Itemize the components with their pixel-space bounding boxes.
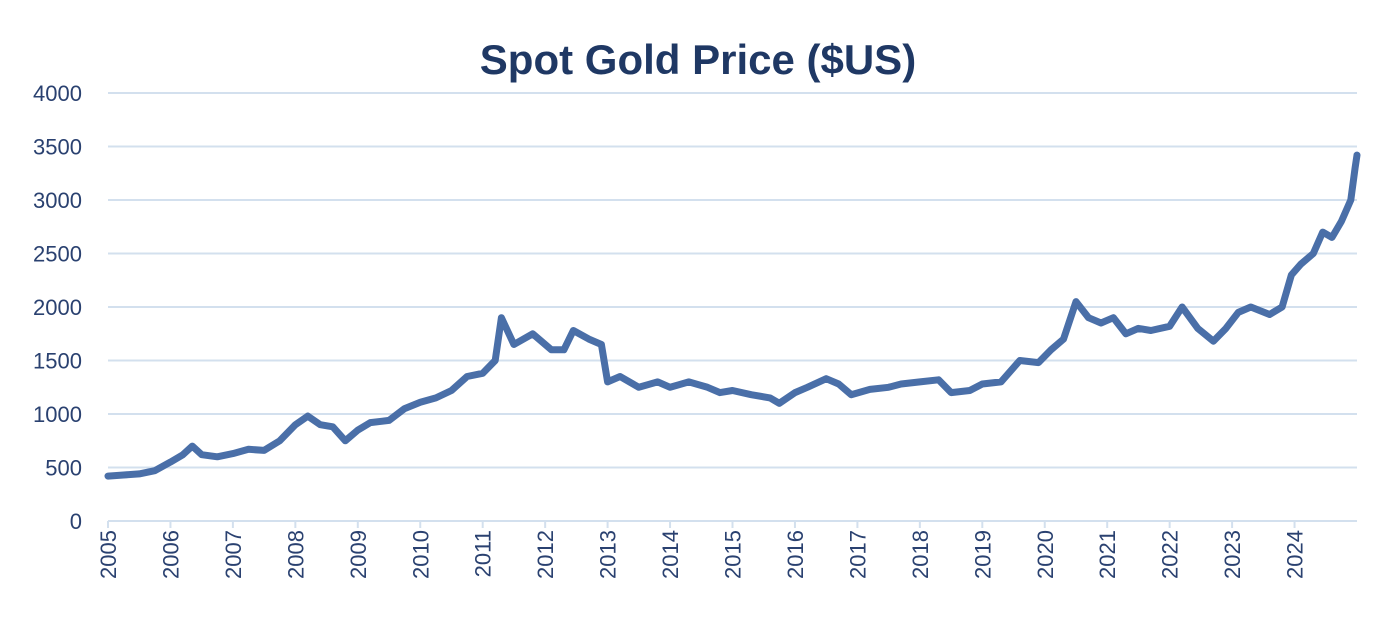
y-tick-label: 2000 xyxy=(33,295,82,320)
y-tick-label: 2500 xyxy=(33,242,82,267)
x-tick-label: 2022 xyxy=(1158,530,1183,579)
x-tick-label: 2023 xyxy=(1220,530,1245,579)
x-tick-label: 2024 xyxy=(1283,530,1308,579)
x-tick-label: 2014 xyxy=(658,530,683,579)
x-tick-label: 2006 xyxy=(158,530,183,579)
chart-title: Spot Gold Price ($US) xyxy=(480,36,916,83)
x-tick-label: 2020 xyxy=(1033,530,1058,579)
x-tick-label: 2005 xyxy=(96,530,121,579)
line-series xyxy=(104,151,1361,480)
x-tick-label: 2010 xyxy=(408,530,433,579)
x-tick-label: 2018 xyxy=(908,530,933,579)
x-tick-label: 2015 xyxy=(721,530,746,579)
x-tick-label: 2016 xyxy=(783,530,808,579)
x-tick-label: 2017 xyxy=(845,530,870,579)
y-tick-label: 3500 xyxy=(33,135,82,160)
y-tick-label: 1500 xyxy=(33,349,82,374)
x-tick-label: 2021 xyxy=(1095,530,1120,579)
x-tick-label: 2011 xyxy=(471,530,496,577)
y-tick-label: 0 xyxy=(70,509,82,534)
x-tick-label: 2008 xyxy=(283,530,308,579)
y-tick-label: 500 xyxy=(45,456,82,481)
x-tick-label: 2012 xyxy=(533,530,558,579)
x-tick-label: 2019 xyxy=(970,530,995,579)
y-tick-label: 4000 xyxy=(33,81,82,106)
x-tick-label: 2007 xyxy=(221,530,246,579)
x-tick-label: 2013 xyxy=(596,530,621,579)
x-tick-label: 2009 xyxy=(346,530,371,579)
y-tick-label: 3000 xyxy=(33,188,82,213)
y-tick-label: 1000 xyxy=(33,402,82,427)
